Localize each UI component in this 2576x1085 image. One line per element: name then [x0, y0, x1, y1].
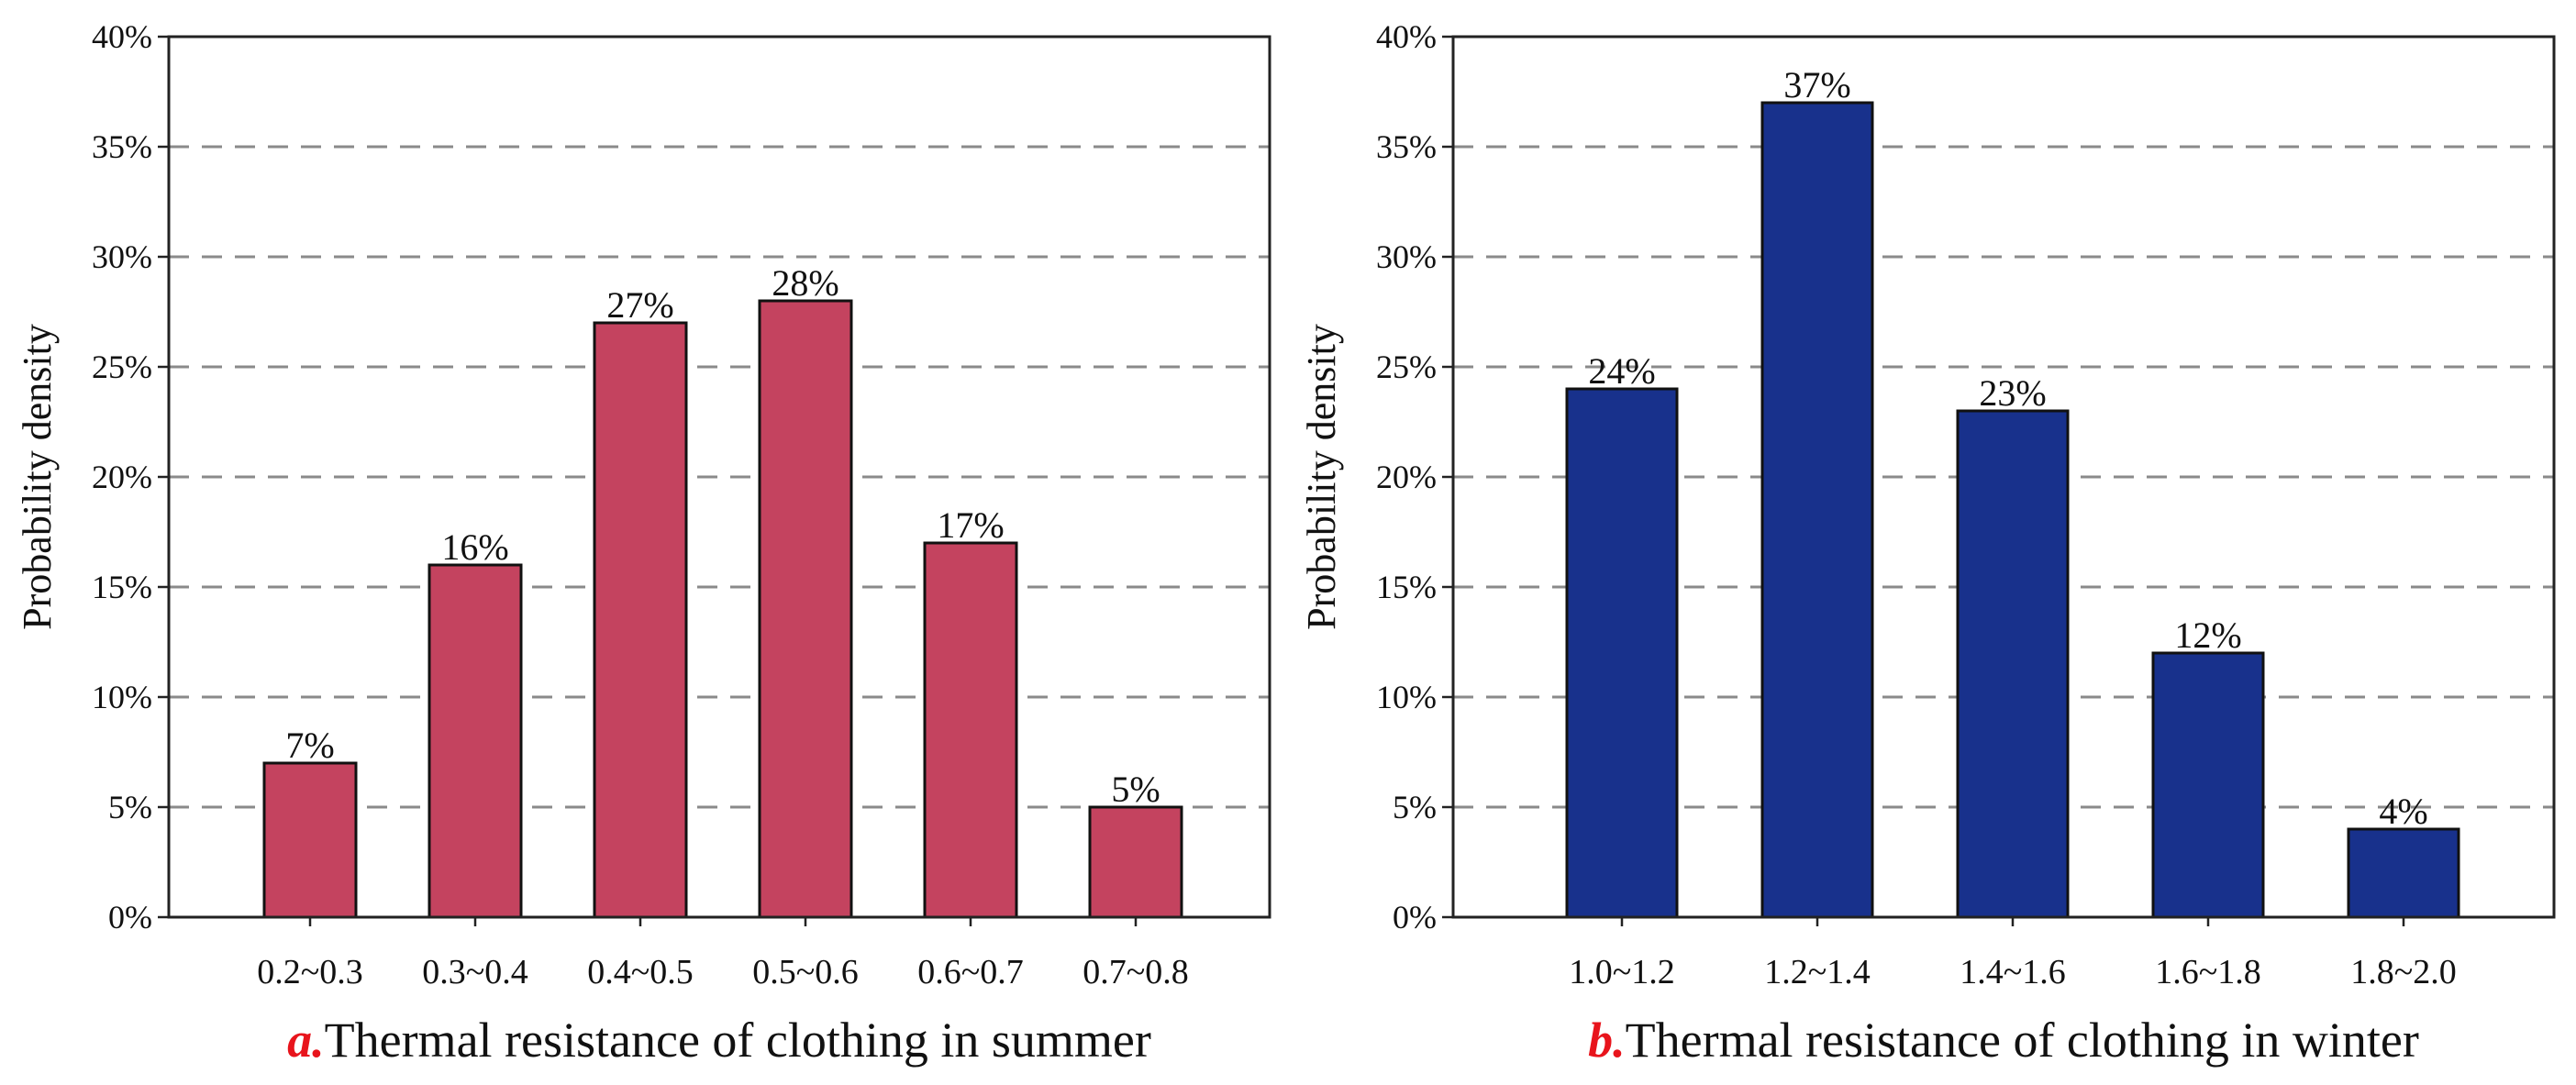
bar: [2151, 651, 2265, 919]
y-tick-label: 15%: [92, 569, 152, 605]
bar: [262, 761, 358, 919]
data-label: 12%: [2174, 614, 2241, 656]
chart-panel-b: 0% 5% 10% 15% 20% 25% 30% 35% 40% 24% 1.0~1.2 37% 1.…: [1299, 18, 2556, 1068]
y-tick-label: 5%: [1393, 789, 1437, 825]
bar: [427, 563, 523, 919]
data-label: 16%: [441, 526, 508, 568]
y-axis-label: Probability density: [15, 324, 60, 630]
chart-caption: b.Thermal resistance of clothing in wint…: [1588, 1013, 2419, 1068]
bar: [593, 321, 688, 919]
y-tick-label: 40%: [1376, 18, 1437, 55]
y-tick-label: 10%: [92, 679, 152, 715]
category-label: 0.3~0.4: [422, 953, 528, 991]
y-tick-label: 20%: [92, 459, 152, 495]
y-tick-label: 25%: [92, 349, 152, 385]
y-tick-label: 25%: [1376, 349, 1437, 385]
y-tick-label: 0%: [108, 899, 152, 936]
category-label: 1.0~1.2: [1569, 953, 1675, 991]
category-label: 0.6~0.7: [917, 953, 1024, 991]
chart-title: Thermal resistance of clothing in summer: [325, 1013, 1151, 1068]
bar: [1088, 805, 1183, 919]
y-tick-label: 20%: [1376, 459, 1437, 495]
plot-frame: [1451, 35, 2556, 919]
data-label: 17%: [937, 504, 1004, 546]
bar: [1565, 387, 1679, 919]
panel-letter: a.: [287, 1013, 325, 1068]
data-label: 37%: [1783, 64, 1850, 105]
panel-letter: b.: [1588, 1013, 1626, 1068]
category-label: 0.2~0.3: [257, 953, 363, 991]
category-label: 1.6~1.8: [2155, 953, 2261, 991]
y-tick-label: 40%: [92, 18, 152, 55]
category-label: 1.8~2.0: [2350, 953, 2457, 991]
y-tick-label: 15%: [1376, 569, 1437, 605]
category-label: 1.4~1.6: [1960, 953, 2066, 991]
chart-caption: a.Thermal resistance of clothing in summ…: [287, 1013, 1151, 1068]
y-tick-label: 10%: [1376, 679, 1437, 715]
y-tick-label: 35%: [92, 128, 152, 165]
category-label: 0.4~0.5: [587, 953, 694, 991]
data-label: 28%: [772, 262, 838, 304]
data-label: 27%: [606, 284, 673, 326]
y-tick-label: 30%: [1376, 238, 1437, 275]
chart-panel-a: 0% 5% 10% 15% 20% 25% 30% 35% 40% 7% 0.2~0.3 16% 0.3…: [15, 18, 1271, 1068]
data-label: 5%: [1111, 769, 1160, 810]
data-label: 7%: [285, 725, 334, 766]
y-axis-label: Probability density: [1299, 324, 1344, 630]
plot-frame: [167, 35, 1271, 919]
y-tick-label: 0%: [1393, 899, 1437, 936]
chart-title: Thermal resistance of clothing in winter: [1626, 1013, 2419, 1068]
category-label: 1.2~1.4: [1764, 953, 1871, 991]
category-label: 0.7~0.8: [1083, 953, 1189, 991]
bar: [2347, 827, 2460, 919]
y-tick-label: 30%: [92, 238, 152, 275]
bar: [758, 299, 853, 919]
data-label: 23%: [1979, 372, 2046, 414]
data-label: 24%: [1588, 350, 1655, 392]
data-label: 4%: [2379, 791, 2427, 832]
category-label: 0.5~0.6: [752, 953, 859, 991]
bar: [1760, 101, 1874, 919]
bar: [923, 541, 1018, 919]
bar: [1956, 409, 2070, 919]
y-tick-label: 35%: [1376, 128, 1437, 165]
y-tick-label: 5%: [108, 789, 152, 825]
